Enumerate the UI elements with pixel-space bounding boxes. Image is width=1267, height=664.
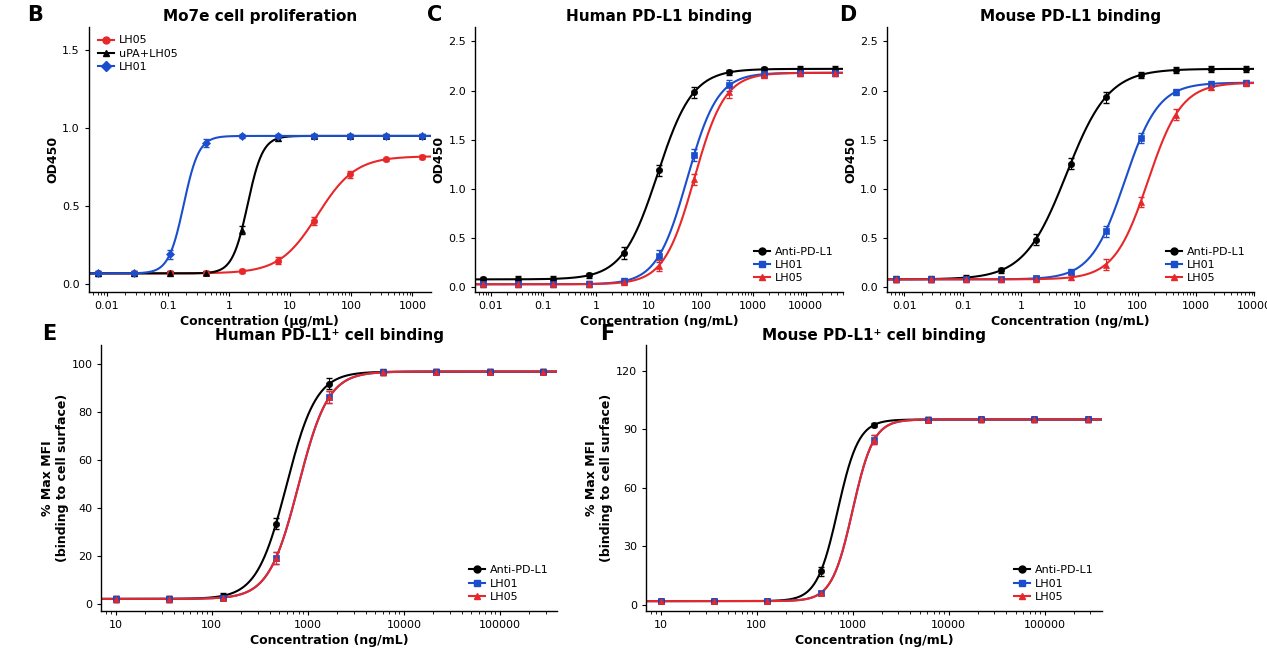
- X-axis label: Concentration (μg/mL): Concentration (μg/mL): [180, 315, 340, 329]
- Title: Mouse PD-L1⁺ cell binding: Mouse PD-L1⁺ cell binding: [763, 328, 986, 343]
- Legend: Anti-PD-L1, LH01, LH05: Anti-PD-L1, LH01, LH05: [1010, 562, 1097, 606]
- Title: Mo7e cell proliferation: Mo7e cell proliferation: [162, 9, 357, 24]
- Text: C: C: [427, 5, 442, 25]
- Legend: Anti-PD-L1, LH01, LH05: Anti-PD-L1, LH01, LH05: [1162, 243, 1249, 287]
- Y-axis label: OD450: OD450: [432, 136, 446, 183]
- Y-axis label: % Max MFI
(binding to cell surface): % Max MFI (binding to cell surface): [585, 394, 613, 562]
- Y-axis label: % Max MFI
(binding to cell surface): % Max MFI (binding to cell surface): [41, 394, 68, 562]
- X-axis label: Concentration (ng/mL): Concentration (ng/mL): [794, 634, 954, 647]
- Text: E: E: [42, 324, 56, 344]
- X-axis label: Concentration (ng/mL): Concentration (ng/mL): [579, 315, 739, 329]
- Legend: Anti-PD-L1, LH01, LH05: Anti-PD-L1, LH01, LH05: [750, 243, 837, 287]
- Text: F: F: [601, 324, 614, 344]
- Y-axis label: OD450: OD450: [47, 136, 60, 183]
- Title: Human PD-L1⁺ cell binding: Human PD-L1⁺ cell binding: [215, 328, 443, 343]
- Y-axis label: OD450: OD450: [844, 136, 858, 183]
- X-axis label: Concentration (ng/mL): Concentration (ng/mL): [991, 315, 1150, 329]
- Title: Mouse PD-L1 binding: Mouse PD-L1 binding: [981, 9, 1161, 24]
- Legend: Anti-PD-L1, LH01, LH05: Anti-PD-L1, LH01, LH05: [465, 562, 552, 606]
- X-axis label: Concentration (ng/mL): Concentration (ng/mL): [250, 634, 409, 647]
- Legend: LH05, uPA+LH05, LH01: LH05, uPA+LH05, LH01: [94, 32, 181, 76]
- Text: D: D: [839, 5, 856, 25]
- Text: B: B: [27, 5, 43, 25]
- Title: Human PD-L1 binding: Human PD-L1 binding: [566, 9, 751, 24]
